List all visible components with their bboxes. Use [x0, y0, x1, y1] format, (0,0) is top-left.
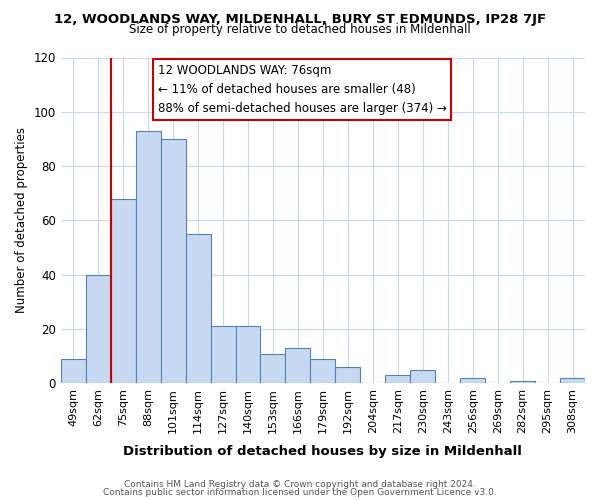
Text: 12, WOODLANDS WAY, MILDENHALL, BURY ST EDMUNDS, IP28 7JF: 12, WOODLANDS WAY, MILDENHALL, BURY ST E… [54, 12, 546, 26]
Bar [260, 354, 286, 384]
Bar [111, 198, 136, 384]
Text: Contains public sector information licensed under the Open Government Licence v3: Contains public sector information licen… [103, 488, 497, 497]
Text: 12 WOODLANDS WAY: 76sqm
← 11% of detached houses are smaller (48)
88% of semi-de: 12 WOODLANDS WAY: 76sqm ← 11% of detache… [158, 64, 446, 115]
Bar [410, 370, 435, 384]
Bar [510, 380, 535, 384]
Bar [560, 378, 585, 384]
Y-axis label: Number of detached properties: Number of detached properties [15, 128, 28, 314]
Bar [236, 326, 260, 384]
Bar [185, 234, 211, 384]
Bar [161, 139, 185, 384]
Text: Contains HM Land Registry data © Crown copyright and database right 2024.: Contains HM Land Registry data © Crown c… [124, 480, 476, 489]
Bar [310, 359, 335, 384]
Bar [86, 275, 111, 384]
Bar [136, 131, 161, 384]
Bar [385, 376, 410, 384]
Text: Size of property relative to detached houses in Mildenhall: Size of property relative to detached ho… [129, 22, 471, 36]
Bar [335, 367, 361, 384]
Bar [61, 359, 86, 384]
Bar [460, 378, 485, 384]
Bar [211, 326, 236, 384]
X-axis label: Distribution of detached houses by size in Mildenhall: Distribution of detached houses by size … [124, 444, 523, 458]
Bar [286, 348, 310, 384]
